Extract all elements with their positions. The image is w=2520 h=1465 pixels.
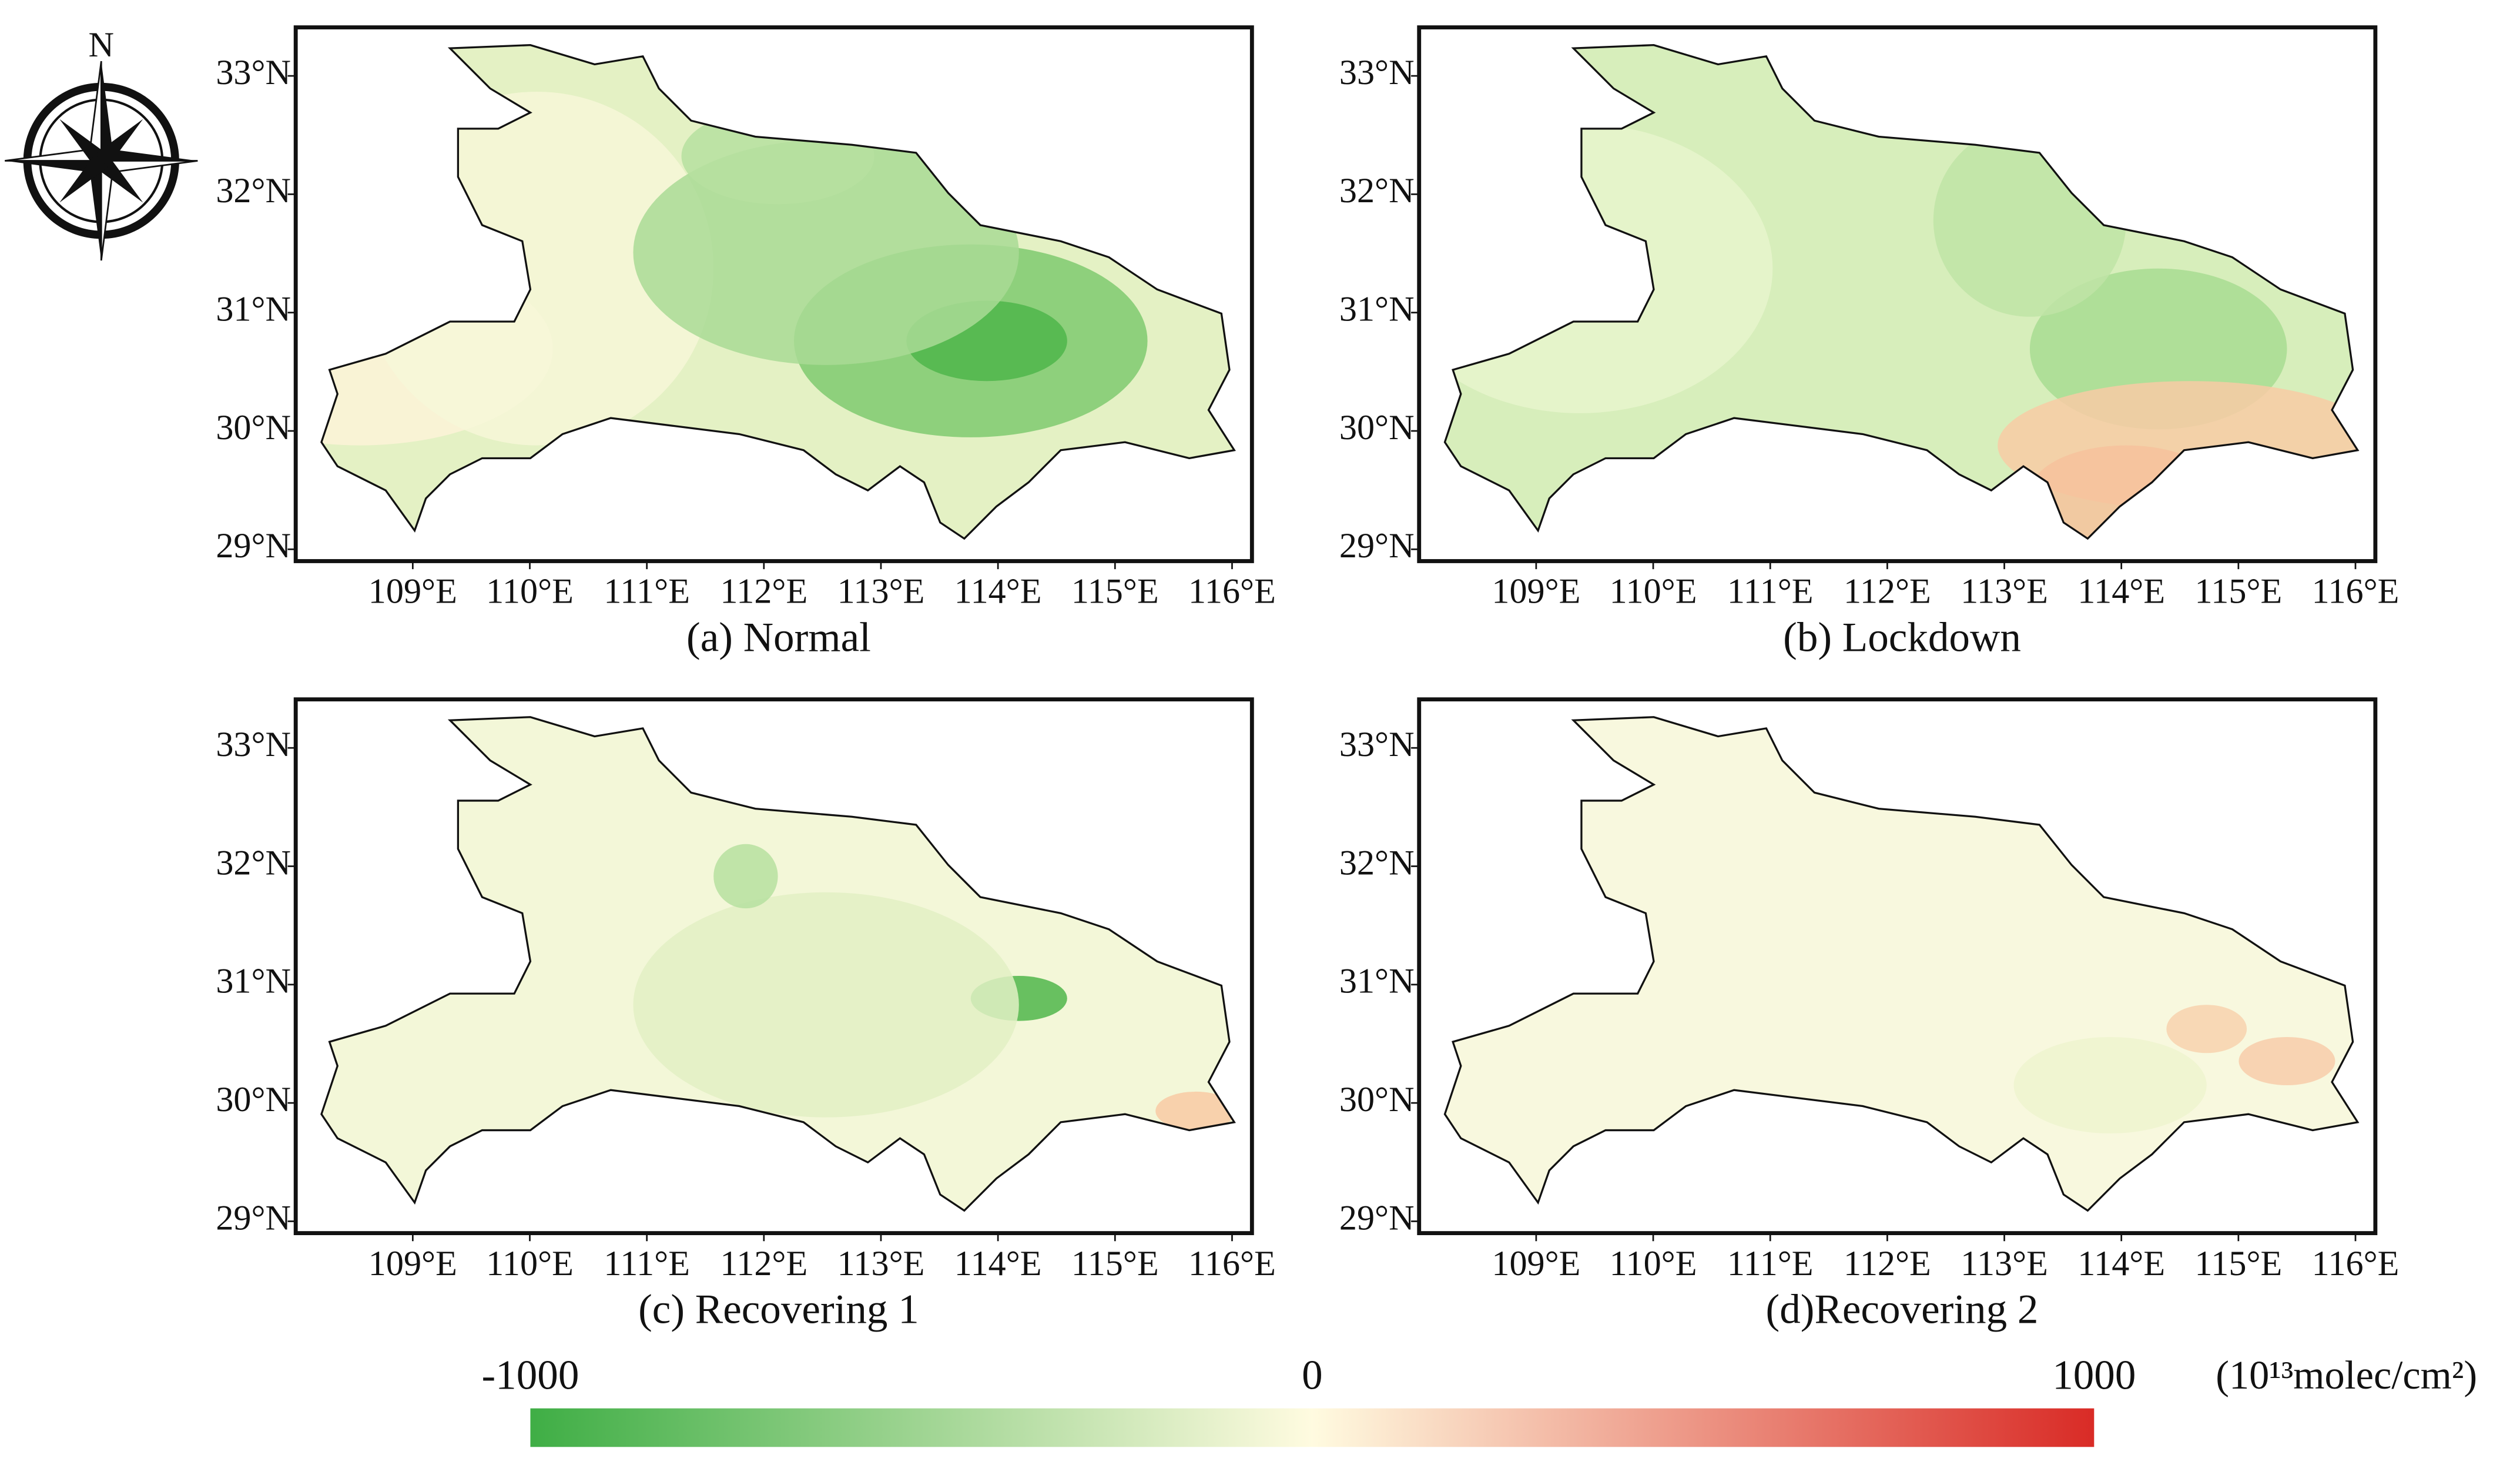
colorbar-tick-label: 0 bbox=[1302, 1353, 1323, 1399]
compass bbox=[5, 61, 198, 261]
lon-tick-label: 111°E bbox=[1727, 572, 1814, 611]
lon-tick-label: 111°E bbox=[604, 1244, 690, 1283]
value-field bbox=[1933, 123, 2126, 317]
lat-tick-label: 29°N bbox=[216, 1198, 291, 1237]
lon-tick-label: 112°E bbox=[1844, 1244, 1931, 1283]
lat-tick-label: 30°N bbox=[216, 1080, 291, 1119]
compass-needle bbox=[95, 119, 143, 168]
province-fill bbox=[321, 45, 1235, 539]
lon-tick-label: 109°E bbox=[368, 1244, 457, 1283]
province-outline bbox=[320, 44, 1236, 540]
lon-tick-label: 116°E bbox=[2312, 1244, 2400, 1283]
lon-tick-label: 116°E bbox=[1188, 1244, 1276, 1283]
lon-tick-label: 115°E bbox=[2194, 1244, 2282, 1283]
panel-title: (c) Recovering 1 bbox=[638, 1287, 919, 1333]
lon-tick-label: 114°E bbox=[2077, 1244, 2165, 1283]
province-outline bbox=[320, 716, 1236, 1212]
compass-needle bbox=[90, 160, 102, 261]
lon-tick-label: 111°E bbox=[604, 572, 690, 611]
value-field bbox=[2013, 1036, 2207, 1134]
province-outline bbox=[1443, 44, 2360, 540]
lon-tick-label: 115°E bbox=[1071, 1244, 1159, 1283]
lat-tick-label: 32°N bbox=[216, 843, 291, 882]
lat-tick-label: 33°N bbox=[1339, 53, 1415, 92]
lat-tick-label: 29°N bbox=[216, 526, 291, 566]
lat-tick-label: 32°N bbox=[1339, 843, 1415, 882]
lon-tick-label: 115°E bbox=[1071, 572, 1159, 611]
lat-tick-label: 31°N bbox=[1339, 290, 1415, 329]
lon-tick-label: 114°E bbox=[954, 1244, 1042, 1283]
value-field bbox=[2166, 1005, 2247, 1053]
value-field bbox=[633, 892, 1019, 1118]
lat-tick-label: 33°N bbox=[1339, 725, 1415, 764]
lat-tick-label: 32°N bbox=[1339, 171, 1415, 210]
lon-tick-label: 113°E bbox=[1961, 1244, 2048, 1283]
panel-title: (b) Lockdown bbox=[1783, 615, 2021, 661]
map-frame bbox=[1417, 697, 2378, 1236]
lat-tick-label: 33°N bbox=[216, 53, 291, 92]
lon-tick-label: 109°E bbox=[1492, 1244, 1580, 1283]
lat-tick-label: 31°N bbox=[216, 290, 291, 329]
lon-tick-label: 112°E bbox=[720, 572, 807, 611]
map-frame bbox=[293, 697, 1254, 1236]
lat-tick-label: 30°N bbox=[1339, 408, 1415, 447]
compass-needle bbox=[101, 149, 198, 161]
province-fill bbox=[321, 717, 1235, 1211]
panel-title: (a) Normal bbox=[686, 615, 871, 661]
lat-tick-label: 31°N bbox=[1339, 962, 1415, 1001]
compass-needle bbox=[59, 154, 108, 203]
lon-tick-label: 110°E bbox=[1610, 572, 1697, 611]
map-panel: 109°E 110°E 111°E 112°E 113°E 114°E 115°E 116°E… bbox=[1339, 697, 2400, 1333]
lat-tick-label: 29°N bbox=[1339, 526, 1415, 566]
value-field bbox=[2029, 445, 2223, 539]
compass-label: N bbox=[89, 25, 114, 65]
lon-tick-label: 109°E bbox=[368, 572, 457, 611]
lon-tick-label: 110°E bbox=[486, 572, 574, 611]
lon-tick-label: 114°E bbox=[2077, 572, 2165, 611]
lat-tick-label: 31°N bbox=[216, 962, 291, 1001]
panel-title: (d)Recovering 2 bbox=[1766, 1287, 2039, 1333]
lat-tick-label: 33°N bbox=[216, 725, 291, 764]
compass-needle bbox=[5, 160, 102, 172]
map-frame bbox=[1417, 25, 2378, 563]
value-field bbox=[1155, 1091, 1235, 1130]
lon-tick-label: 116°E bbox=[1188, 572, 1276, 611]
lon-tick-label: 113°E bbox=[837, 1244, 925, 1283]
lon-tick-label: 115°E bbox=[2194, 572, 2282, 611]
map-panel: 109°E 110°E 111°E 112°E 113°E 114°E 115°E 116°E… bbox=[216, 697, 1276, 1333]
value-field bbox=[713, 844, 778, 909]
colorbar-tick-label: -1000 bbox=[482, 1353, 579, 1399]
value-field bbox=[2238, 1036, 2335, 1085]
lon-tick-label: 110°E bbox=[1610, 1244, 1697, 1283]
province-fill bbox=[1445, 717, 2358, 1211]
colorbar bbox=[530, 1408, 2095, 1447]
lon-tick-label: 113°E bbox=[1961, 572, 2048, 611]
lon-tick-label: 112°E bbox=[720, 1244, 807, 1283]
value-field bbox=[681, 108, 874, 205]
lat-tick-label: 30°N bbox=[216, 408, 291, 447]
lon-tick-label: 114°E bbox=[954, 572, 1042, 611]
map-frame bbox=[293, 25, 1254, 563]
lat-tick-label: 30°N bbox=[1339, 1080, 1415, 1119]
lat-tick-label: 32°N bbox=[216, 171, 291, 210]
lon-tick-label: 110°E bbox=[486, 1244, 574, 1283]
province-outline bbox=[1443, 716, 2360, 1212]
lon-tick-label: 112°E bbox=[1844, 572, 1931, 611]
value-field bbox=[1445, 123, 1773, 413]
province-base bbox=[1445, 717, 2358, 1211]
colorbar-tick-label: 1000 bbox=[2052, 1353, 2136, 1399]
colorbar-unit: (10¹³molec/cm²) bbox=[2216, 1353, 2477, 1397]
lon-tick-label: 111°E bbox=[1727, 1244, 1814, 1283]
compass-needle bbox=[101, 61, 113, 161]
lat-tick-label: 29°N bbox=[1339, 1198, 1415, 1237]
lon-tick-label: 109°E bbox=[1492, 572, 1580, 611]
province-fill bbox=[1445, 45, 2358, 539]
lon-tick-label: 116°E bbox=[2312, 572, 2400, 611]
map-panel: 109°E 110°E 111°E 112°E 113°E 114°E 115°E 116°E… bbox=[216, 25, 1276, 661]
map-panel: 109°E 110°E 111°E 112°E 113°E 114°E 115°E 116°E… bbox=[1339, 25, 2400, 661]
lon-tick-label: 113°E bbox=[837, 572, 925, 611]
